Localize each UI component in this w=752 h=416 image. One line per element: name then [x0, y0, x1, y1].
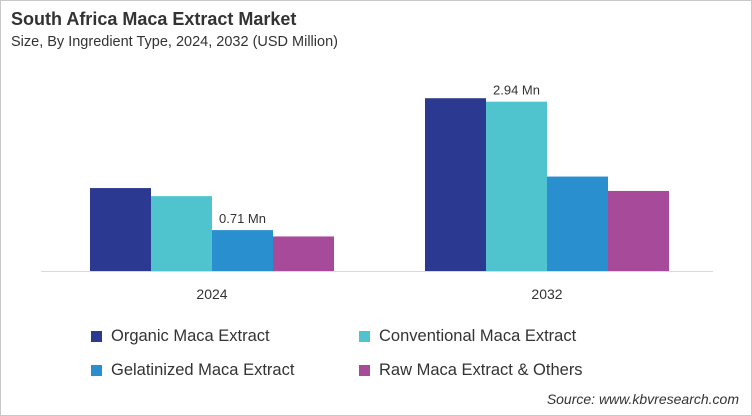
chart-subtitle: Size, By Ingredient Type, 2024, 2032 (US…: [11, 34, 338, 50]
bar-2032-3: [608, 190, 669, 271]
legend-item-conventional: Conventional Maca Extract: [359, 327, 576, 346]
bar-2024-0: [90, 188, 151, 271]
legend-swatch: [359, 331, 370, 342]
bar-2024-3: [273, 236, 334, 271]
legend-item-gelatinized: Gelatinized Maca Extract: [91, 361, 294, 380]
bar-2024-1: [151, 196, 212, 271]
legend-label: Conventional Maca Extract: [379, 327, 577, 345]
source-note: Source: www.kbvresearch.com: [546, 391, 739, 407]
chart-title: South Africa Maca Extract Market: [11, 9, 297, 29]
bar-2032-0: [425, 98, 486, 272]
bar-2024-2: [212, 230, 273, 271]
data-label: 2.94 Mn: [493, 83, 540, 98]
bar-2032-1: [486, 101, 547, 271]
legend-swatch: [91, 365, 102, 376]
legend-item-raw: Raw Maca Extract & Others: [359, 361, 583, 380]
x-tick-label: 2024: [196, 286, 227, 302]
x-tick-label: 2032: [531, 286, 562, 302]
legend-item-organic: Organic Maca Extract: [91, 327, 270, 346]
data-label: 0.71 Mn: [219, 211, 266, 226]
legend-label: Raw Maca Extract & Others: [379, 361, 583, 379]
legend-label: Organic Maca Extract: [111, 327, 270, 345]
bar-2032-2: [547, 176, 608, 271]
legend-swatch: [359, 365, 370, 376]
legend-label: Gelatinized Maca Extract: [111, 361, 295, 379]
legend-swatch: [91, 331, 102, 342]
